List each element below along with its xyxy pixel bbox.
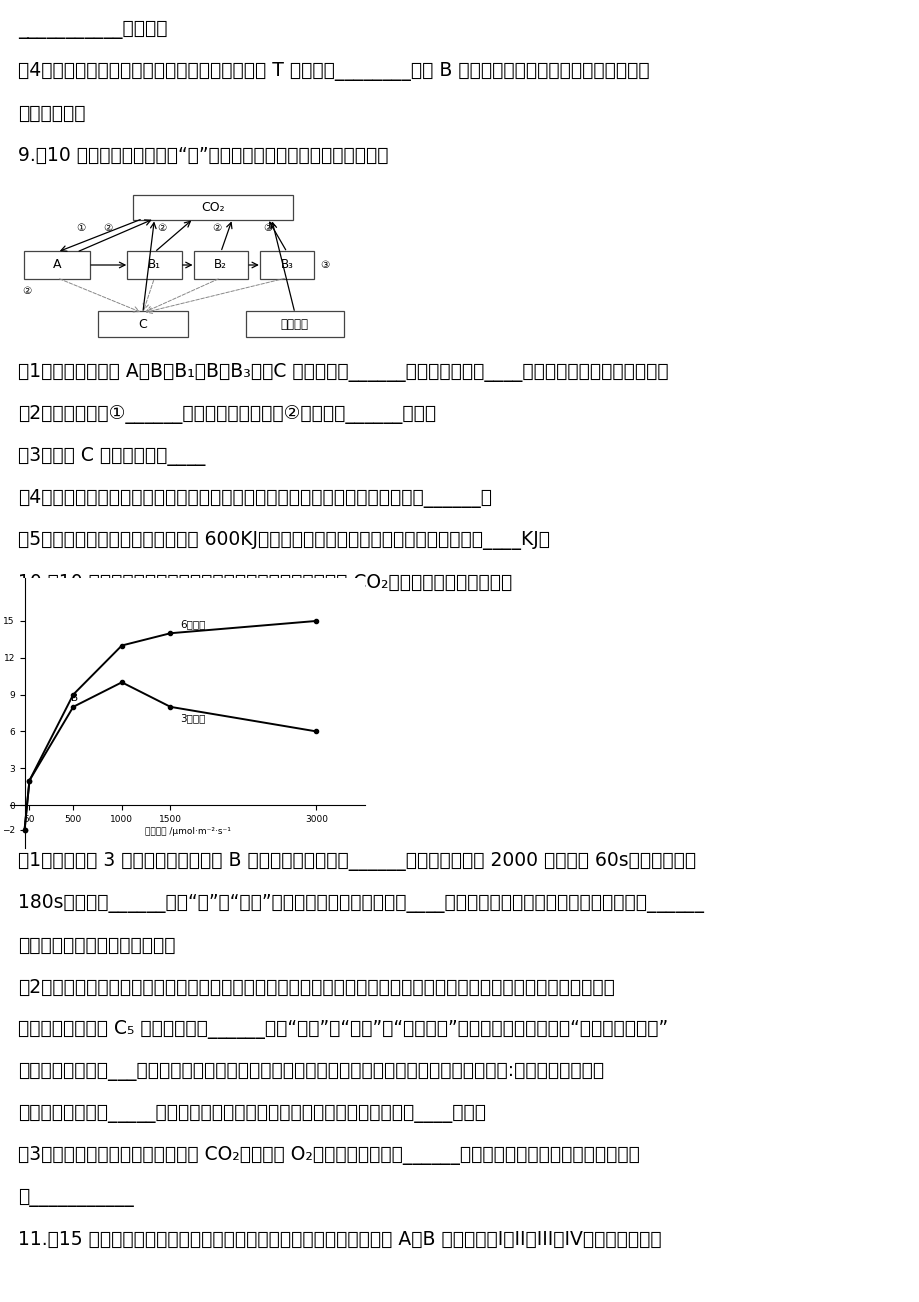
Text: ②: ②	[263, 224, 272, 233]
Text: （2）碳元素通过①______途径进入生物群落，②为生物的______作用。: （2）碳元素通过①______途径进入生物群落，②为生物的______作用。	[18, 405, 436, 424]
Text: CO₂: CO₂	[201, 201, 224, 214]
Text: ②: ②	[212, 224, 221, 233]
Text: （2）如果在适宜反应条件下，用白光照射离体的大豆的新鲜叶绿体一段时间后，突然改用强度与白光相同的绿光照射，: （2）如果在适宜反应条件下，用白光照射离体的大豆的新鲜叶绿体一段时间后，突然改用…	[18, 978, 614, 997]
Text: （4）图中捕食者能依据被捕食者的气味捕猎，说明信息传递在生态系中的作用是______。: （4）图中捕食者能依据被捕食者的气味捕猎，说明信息传递在生态系中的作用是____…	[18, 490, 492, 508]
Text: （3）成分 C 所起的作用是____: （3）成分 C 所起的作用是____	[18, 447, 205, 466]
FancyBboxPatch shape	[259, 250, 314, 280]
Text: 11.（15 分）如图表示细胞内某些有机物的元素组成和功能关系，其中 A、B 代表元素，I、II、III、IV是生物大分子，: 11.（15 分）如图表示细胞内某些有机物的元素组成和功能关系，其中 A、B 代…	[18, 1230, 661, 1249]
Text: 180s，该叶片______（填“能”、“不能”）正常生长。当光照强度为____单位时叶片的光合速率不受苗龄的影响，______: 180s，该叶片______（填“能”、“不能”）正常生长。当光照强度为____…	[18, 894, 703, 913]
Text: 接影响叶绿体中的_____产生，其次沙尘堵塞大豆叶片气孔，影响光合作用的____阶段。: 接影响叶绿体中的_____产生，其次沙尘堵塞大豆叶片气孔，影响光合作用的____…	[18, 1104, 485, 1124]
Text: 3月龄苗: 3月龄苗	[180, 713, 205, 723]
Text: 月龄苗适于在遮阴条件下生长。: 月龄苗适于在遮阴条件下生长。	[18, 936, 176, 954]
Text: ②: ②	[22, 286, 31, 296]
Text: 的主要目的是通过___提高光合作用强度以增加产量。研究发现沙尘天气影响大豆生长，分析认为:首先，沙尘蔽日直: 的主要目的是通过___提高光合作用强度以增加产量。研究发现沙尘天气影响大豆生长，…	[18, 1062, 604, 1081]
Text: （5）若图中生产者固定的太阳能为 600KJ，则该生态系统中次级消费者最少可得到能量____KJ。: （5）若图中生产者固定的太阳能为 600KJ，则该生态系统中次级消费者最少可得到…	[18, 531, 550, 549]
Text: ③: ③	[320, 260, 329, 270]
Text: C: C	[138, 318, 147, 331]
FancyBboxPatch shape	[246, 311, 344, 337]
Text: B₁: B₁	[148, 259, 161, 272]
Text: ___________的特点。: ___________的特点。	[18, 20, 167, 39]
Text: B₂: B₂	[214, 259, 227, 272]
FancyBboxPatch shape	[133, 194, 292, 220]
Text: B: B	[71, 693, 78, 703]
Text: （1）分析图中 3 月龄苗的大豆，限制 B 点的环境因素可能是______，若光照强度在 2000 单位持续 60s，再黑暗处理: （1）分析图中 3 月龄苗的大豆，限制 B 点的环境因素可能是______，若光…	[18, 852, 696, 871]
FancyBboxPatch shape	[127, 250, 182, 280]
Text: B₃: B₃	[280, 259, 293, 272]
Text: ②: ②	[103, 224, 112, 233]
FancyBboxPatch shape	[193, 250, 248, 280]
Text: 9.（10 分）如图为生态系统“碳”元素的循环途径，请回答下列问题：: 9.（10 分）如图为生态系统“碳”元素的循环途径，请回答下列问题：	[18, 146, 388, 165]
Text: （4）研究发现，当皮质醇含量持续过高，能抑制 T 细胞产生________，使 B 淋巴细胞的增殖和分化受阻，导致人体: （4）研究发现，当皮质醇含量持续过高，能抑制 T 细胞产生________，使 …	[18, 62, 649, 81]
Text: 是___________: 是___________	[18, 1187, 133, 1207]
Text: （1）该生态系统中 A、B（B₁、B、B₃）、C 共同构成了______，图中食物链是____（用图中字母和箭头表示）。: （1）该生态系统中 A、B（B₁、B、B₃）、C 共同构成了______，图中食…	[18, 363, 668, 381]
Text: A: A	[52, 259, 62, 272]
Text: 10.（10 分）下图表示光照强度对不同叶龄大豆幼苗叶片吸收 CO₂量的影响。请分析回答：: 10.（10 分）下图表示光照强度对不同叶龄大豆幼苗叶片吸收 CO₂量的影响。请…	[18, 573, 512, 592]
X-axis label: 光照强度 /μmol·m⁻²·s⁻¹: 光照强度 /μmol·m⁻²·s⁻¹	[144, 827, 230, 836]
Text: 6月龄苗: 6月龄苗	[180, 620, 205, 630]
FancyBboxPatch shape	[97, 311, 187, 337]
FancyBboxPatch shape	[24, 250, 90, 280]
Text: ②: ②	[157, 224, 166, 233]
Text: 则短时间内细胞中 C₅ 的含量变化是______（填“上升”或“下降”或“基本不变”）。大田种植大豆时，“正其行，通其风”: 则短时间内细胞中 C₅ 的含量变化是______（填“上升”或“下降”或“基本不…	[18, 1019, 667, 1039]
Text: ①: ①	[75, 224, 85, 233]
Text: 化石燃料: 化石燃料	[280, 318, 309, 331]
Text: 免疫力下降。: 免疫力下降。	[18, 104, 85, 122]
Text: （3）大豆种子萌发早期某阶段测得 CO₂释放量比 O₂吸收量多，这说明______，此阶段细胞内丙酮酸被分解的场所: （3）大豆种子萌发早期某阶段测得 CO₂释放量比 O₂吸收量多，这说明_____…	[18, 1146, 640, 1165]
